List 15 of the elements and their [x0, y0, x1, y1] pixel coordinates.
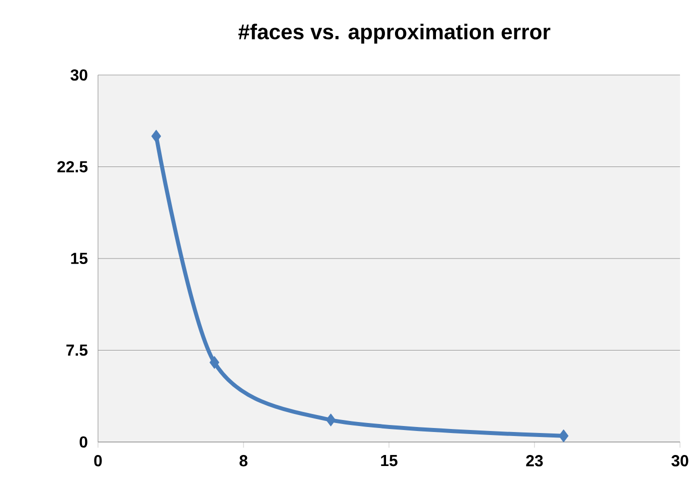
y-tick-label: 22.5	[57, 161, 88, 172]
x-tick-label: 23	[526, 455, 543, 466]
point	[326, 414, 336, 426]
x-tick-label: 0	[94, 455, 102, 466]
x-tick-label: 30	[671, 455, 688, 466]
y-tick-label: 0	[80, 436, 88, 448]
y-tick-label: 30	[70, 69, 88, 81]
y-tick-label: 15	[71, 252, 88, 264]
point	[558, 430, 568, 442]
x-tick-label: 8	[240, 455, 248, 466]
chart-title: #faces vs. approximation error	[238, 24, 550, 44]
point	[210, 356, 220, 369]
y-tick-label: 7.5	[66, 344, 88, 356]
point	[151, 130, 162, 142]
x-tick-label: 15	[381, 455, 398, 466]
